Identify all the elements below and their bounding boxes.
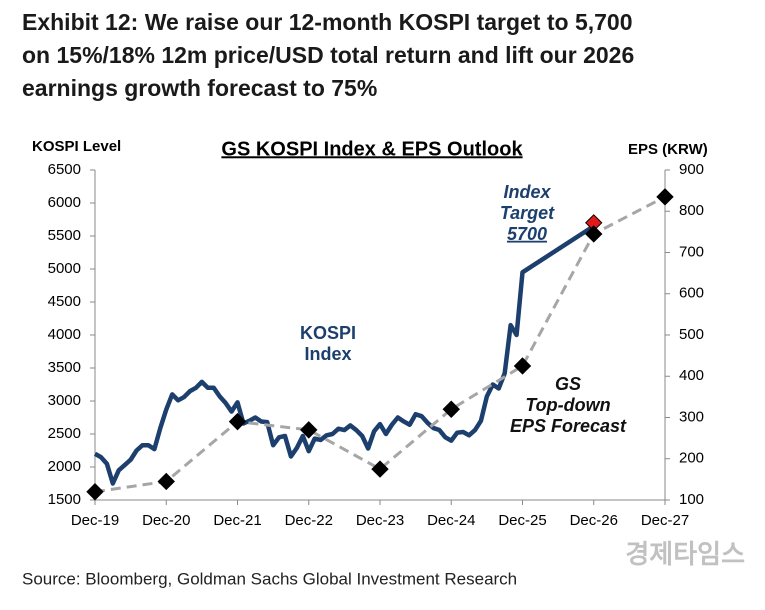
y2-tick-label: 400 (679, 367, 704, 384)
y2-tick-label: 100 (679, 491, 704, 508)
index-line (93, 224, 595, 486)
data-point (656, 188, 674, 206)
data-point (300, 421, 318, 439)
y-tick-label: 4000 (48, 326, 81, 343)
y2-tick-label: 700 (679, 243, 704, 260)
data-point (157, 472, 175, 491)
y2-tick-label: 600 (679, 285, 704, 302)
x-tick-label: Dec-22 (285, 512, 333, 529)
y-tick-label: 3500 (48, 359, 81, 376)
data-point (442, 400, 460, 418)
x-tick-label: Dec-27 (641, 512, 689, 529)
annotation: Top-down (525, 395, 610, 415)
x-tick-label: Dec-19 (71, 512, 119, 529)
annotation: EPS Forecast (510, 416, 627, 436)
y2-tick-label: 500 (679, 326, 704, 343)
y-tick-label: 2000 (48, 458, 81, 475)
data-point (228, 412, 247, 431)
annotation: Target (500, 203, 555, 223)
data-point (513, 357, 532, 375)
y-tick-label: 2500 (48, 425, 81, 442)
title-line: on 15%/18% 12m price/USD total return an… (22, 42, 634, 68)
annotation: Index (304, 344, 351, 364)
eps-line (94, 195, 666, 494)
y-tick-label: 6500 (48, 161, 81, 178)
x-tick-label: Dec-25 (498, 512, 546, 529)
x-tick-label: Dec-24 (427, 512, 475, 529)
x-tick-label: Dec-26 (570, 512, 618, 529)
y-tick-label: 5000 (48, 260, 81, 277)
source: Source: Bloomberg, Goldman Sachs Global … (22, 569, 517, 588)
y2-tick-label: 800 (679, 202, 704, 219)
y-tick-label: 3000 (48, 392, 81, 409)
y2-tick-label: 300 (679, 408, 704, 425)
y-axis-label: KOSPI Level (32, 138, 121, 155)
y-tick-label: 4500 (48, 293, 81, 310)
y-tick-label: 5500 (48, 227, 81, 244)
x-tick-label: Dec-23 (356, 512, 404, 529)
data-point (86, 483, 104, 501)
annotation: GS (555, 374, 581, 394)
y-tick-label: 1500 (48, 491, 81, 508)
x-tick-label: Dec-21 (213, 512, 261, 529)
data-point (371, 460, 389, 478)
y2-tick-label: 900 (679, 161, 704, 178)
title-line: earnings growth forecast to 75% (22, 75, 377, 101)
chart-subtitle: GS KOSPI Index & EPS Outlook (221, 138, 523, 160)
y2-axis-label: EPS (KRW) (628, 141, 708, 158)
annotation: KOSPI (300, 323, 356, 343)
watermark: 경제타임스 (625, 539, 745, 569)
data-point (585, 225, 603, 243)
title-line: Exhibit 12: We raise our 12-month KOSPI … (22, 9, 633, 35)
y2-tick-label: 200 (679, 450, 704, 467)
x-tick-label: Dec-20 (142, 512, 190, 529)
y-tick-label: 6000 (48, 194, 81, 211)
annotation: Index (503, 182, 551, 202)
annotation: 5700 (507, 224, 547, 244)
